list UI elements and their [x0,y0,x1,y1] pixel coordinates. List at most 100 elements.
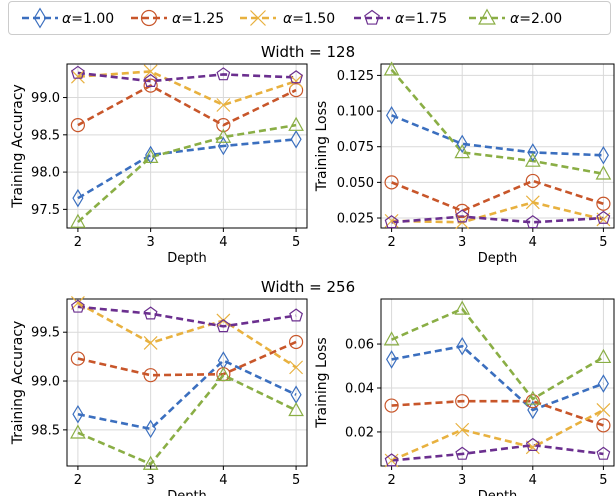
x-tick-label: 3 [146,473,154,488]
data-point [456,336,468,356]
y-tick-label: 0.075 [337,140,374,155]
data-point [215,128,232,143]
series-group [383,61,612,230]
y-tick-label: 98.5 [31,423,60,438]
data-point [525,440,540,455]
data-point [71,65,85,79]
data-point [70,118,86,133]
data-point [383,331,400,346]
x-tick-label: 4 [529,235,537,250]
data-point [524,390,541,405]
data-point [216,118,231,133]
data-point [596,403,611,417]
data-point [70,424,86,439]
data-point [597,374,609,393]
y-axis-label: Training Loss [314,101,330,192]
y-tick-label: 97.5 [31,203,60,218]
y-tick-label: 0.100 [337,105,374,120]
data-point [455,203,470,218]
data-point [70,69,85,84]
y-tick-label: 0.050 [337,176,374,191]
y-tick-label: 98.0 [31,166,60,181]
y-axis-label: Training Loss [314,337,330,428]
data-point [216,319,231,333]
data-point [595,348,612,364]
x-tick-label: 5 [292,235,300,250]
data-point [70,351,86,366]
data-point [596,196,611,211]
axes-frame [66,298,308,467]
data-point [143,306,158,320]
data-point [215,366,232,381]
legend-marker-pentagon-icon [364,9,380,25]
y-tick-label: 99.0 [31,91,60,106]
data-point [70,213,86,228]
panel-1: 2 3 4 5 97.5 98.0 98.5 99.0 Depth Training Accura… [10,63,308,266]
x-axis-label: Depth [478,251,518,266]
y-tick-label: 0.125 [337,69,374,84]
y-tick-label: 0.025 [337,212,374,227]
series-line-5 [77,373,297,466]
legend-entry-5: α=2.00 [469,8,562,27]
series-line-2 [77,84,297,127]
data-point [288,116,304,131]
y-tick-label: 98.5 [31,128,60,143]
data-point [142,455,159,470]
x-axis-label: Depth [478,489,518,496]
data-point [288,82,304,98]
x-tick-label: 2 [387,235,395,250]
data-point [455,394,470,409]
legend-entry-3: α=1.50 [240,10,335,27]
data-point [288,334,304,350]
axes-frame [66,63,308,229]
data-point [72,404,84,424]
data-point [384,453,399,467]
data-point [384,398,399,413]
series-line-1 [391,114,604,157]
y-axis-label: Training Accuracy [10,84,26,209]
y-axis-label: Training Accuracy [10,321,26,446]
data-point [527,143,539,162]
data-point [454,144,471,159]
series-line-4 [391,443,604,462]
plot-area [381,299,614,466]
data-point [456,134,468,154]
data-point [525,215,540,229]
x-tick-label: 5 [292,473,300,488]
data-point [143,73,158,88]
legend-label: α=2.00 [510,11,562,27]
plot-area [381,64,614,228]
legend-label: α=1.50 [283,11,335,27]
legend-entry-4: α=1.75 [354,9,447,27]
data-point [216,98,231,112]
series-line-4 [391,215,604,224]
series-group [70,295,304,470]
series-line-5 [390,68,604,176]
data-point [289,70,303,84]
series-line-5 [391,307,605,401]
legend-marker-triangle-icon [478,8,496,25]
data-point [145,419,157,439]
y-tick-label: 0.06 [345,338,374,353]
data-point [288,401,304,417]
data-point [386,106,398,125]
data-point [525,437,540,451]
y-tick-label: 0.04 [345,381,374,396]
panel-4: 2 3 4 5 0.02 0.04 0.06 Depth Training Loss [314,298,615,496]
x-tick-label: 2 [387,473,395,488]
data-point [455,446,470,460]
x-axis-label: Depth [167,251,207,266]
data-point [596,446,611,460]
data-point [143,368,158,383]
legend-entry-2: α=1.25 [131,9,224,27]
data-point [454,300,471,315]
y-tick-label: 99.0 [31,375,60,390]
data-point [597,145,609,165]
data-point [143,336,158,350]
x-axis-label: Depth [167,489,207,496]
data-point [384,175,399,190]
data-point [595,165,612,180]
series-line-2 [391,179,604,213]
series-line-4 [77,305,297,328]
